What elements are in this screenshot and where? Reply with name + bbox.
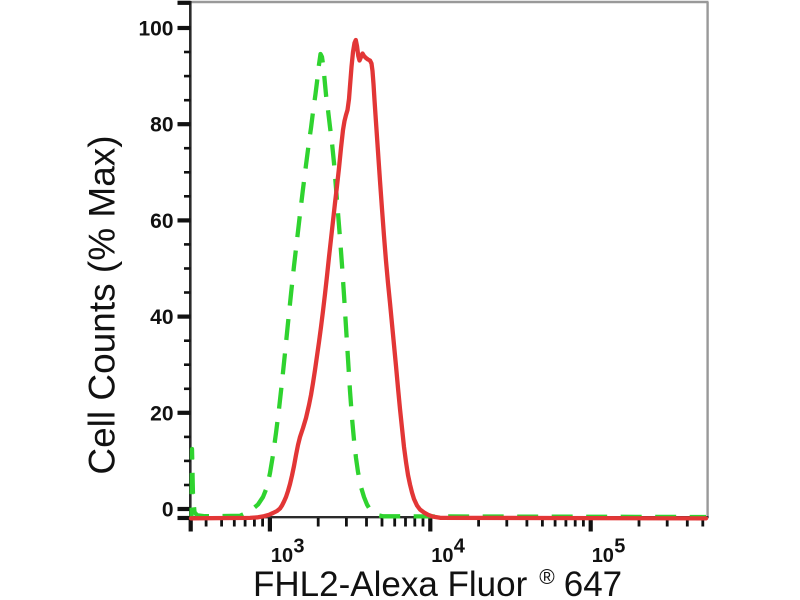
svg-text:4: 4: [454, 536, 466, 558]
svg-text:Cell Counts (% Max): Cell Counts (% Max): [82, 135, 123, 474]
svg-text:10: 10: [431, 545, 453, 567]
svg-text:10: 10: [271, 545, 293, 567]
svg-text:10: 10: [592, 545, 614, 567]
svg-text:FHL2-Alexa Fluor®647: FHL2-Alexa Fluor ® 647: [253, 565, 622, 600]
svg-text:80: 80: [150, 114, 173, 137]
svg-text:0: 0: [162, 499, 174, 522]
svg-text:5: 5: [614, 536, 625, 558]
svg-text:20: 20: [150, 402, 173, 425]
svg-text:60: 60: [150, 210, 173, 233]
svg-text:3: 3: [293, 536, 304, 558]
svg-text:100: 100: [138, 18, 173, 41]
svg-text:40: 40: [150, 306, 173, 329]
